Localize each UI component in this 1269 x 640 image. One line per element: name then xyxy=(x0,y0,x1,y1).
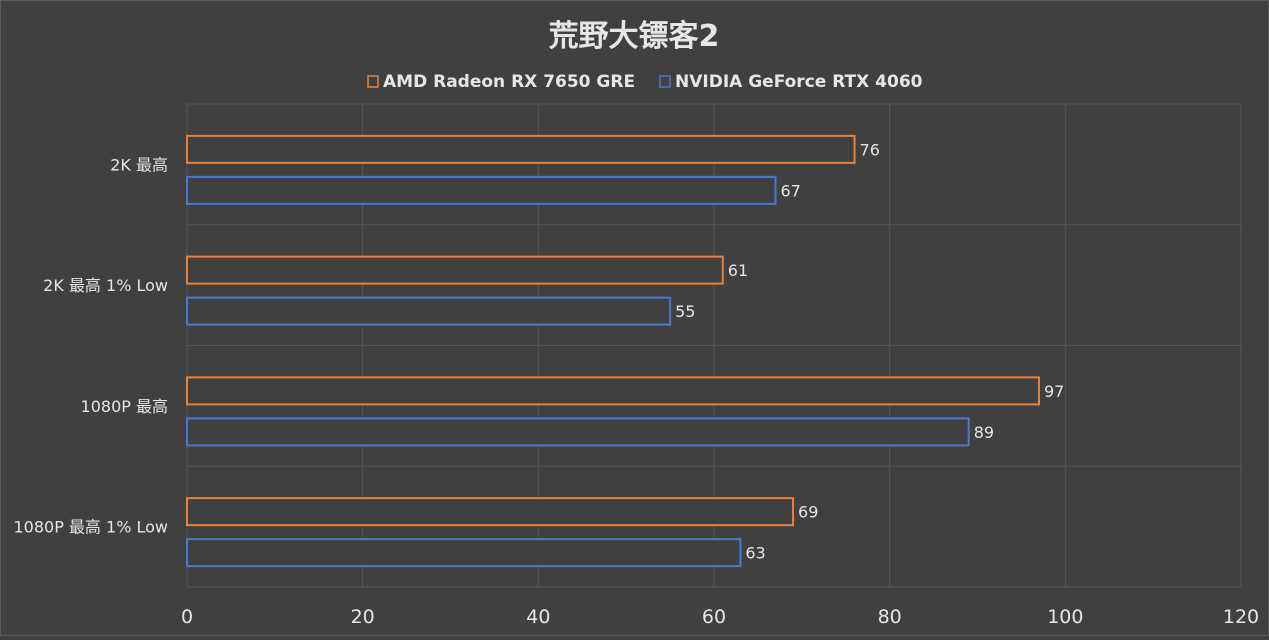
chart-title: 荒野大镖客2 xyxy=(549,19,720,54)
data-label: 97 xyxy=(1044,382,1064,401)
legend: AMD Radeon RX 7650 GRE NVIDIA GeForce RTX… xyxy=(367,72,923,92)
bar xyxy=(186,296,672,326)
x-tick-label: 0 xyxy=(181,606,193,628)
bar xyxy=(186,255,724,285)
legend-label: AMD Radeon RX 7650 GRE xyxy=(383,72,635,92)
data-label: 67 xyxy=(780,181,800,200)
data-label: 61 xyxy=(728,261,748,280)
x-tick-label: 80 xyxy=(878,606,902,628)
bars: 76 67 61 55 97 89 69 63 xyxy=(186,134,1064,568)
data-label: 69 xyxy=(798,503,818,522)
bar xyxy=(186,175,777,205)
legend-swatch xyxy=(367,75,379,88)
bar xyxy=(186,538,742,568)
data-label: 63 xyxy=(745,544,765,563)
data-label: 89 xyxy=(974,423,994,442)
legend-label: NVIDIA GeForce RTX 4060 xyxy=(675,72,923,92)
x-tick-label: 40 xyxy=(526,606,550,628)
bar xyxy=(186,417,970,447)
category-labels: 2K 最高 2K 最高 1% Low 1080P 最高 1080P 最高 1% Low xyxy=(13,155,168,536)
bar xyxy=(186,376,1040,406)
x-tick-label: 60 xyxy=(702,606,726,628)
x-tick-label: 20 xyxy=(351,606,375,628)
category-label: 2K 最高 1% Low xyxy=(43,276,168,295)
legend-swatch xyxy=(659,75,671,88)
category-label: 2K 最高 xyxy=(110,155,168,174)
x-tick-label: 100 xyxy=(1047,606,1083,628)
bar xyxy=(186,497,795,527)
bar xyxy=(186,134,856,164)
category-label: 1080P 最高 xyxy=(81,397,168,416)
category-label: 1080P 最高 1% Low xyxy=(13,518,168,537)
data-label: 55 xyxy=(675,302,695,321)
data-label: 76 xyxy=(860,140,880,159)
x-axis-ticks: 0 20 40 60 80 100 120 xyxy=(181,606,1259,628)
x-tick-label: 120 xyxy=(1223,606,1259,628)
